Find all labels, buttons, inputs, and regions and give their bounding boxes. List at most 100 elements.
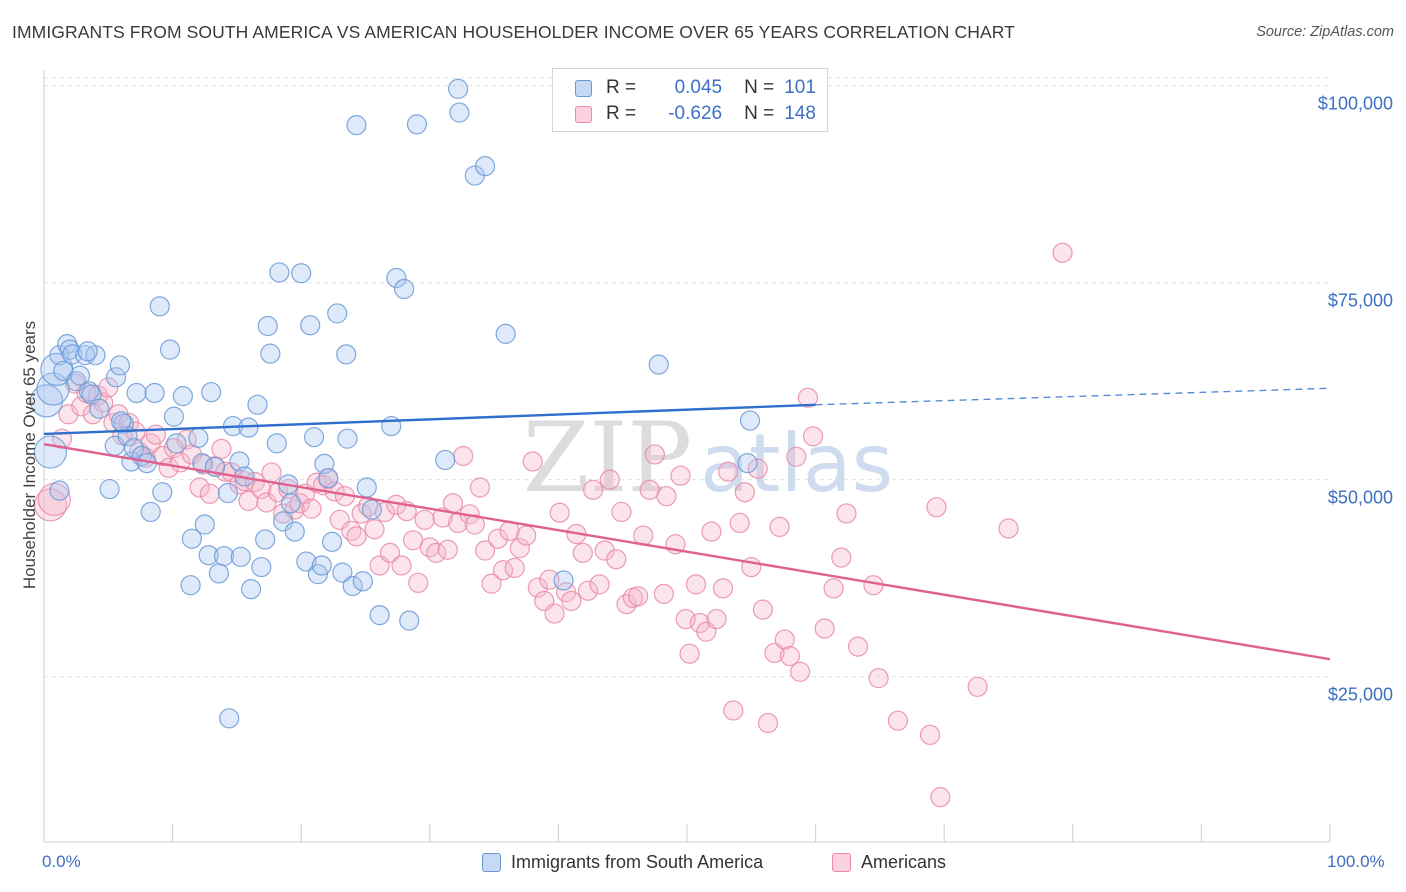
americans-point-128 [764,642,785,664]
americans-point-3 [58,404,79,425]
americans-point-77 [474,540,496,561]
immigrants-point-97 [77,341,98,362]
immigrants-point-86 [435,449,456,471]
americans-point-139 [836,503,857,524]
stats-r-label: R = [606,77,637,98]
immigrants-point-23 [123,438,145,459]
immigrants-point-10 [69,365,91,386]
immigrants-point-16 [99,478,120,500]
americans-point-121 [723,700,744,721]
immigrants-point-52 [251,556,272,578]
americans-point-109 [656,486,677,507]
americans-point-28 [199,483,220,504]
immigrants-point-39 [201,382,222,403]
stats-row-americans: R = -0.626 N = 148 [575,102,816,126]
x-tick-label-min: 0.0% [42,852,81,871]
americans-point-65 [408,572,429,593]
immigrants-point-33 [172,386,193,407]
americans-point-9 [93,392,114,413]
americans-point-148 [1052,242,1073,263]
immigrants-point-19 [109,355,130,376]
immigrants-point-34 [180,575,201,596]
americans-point-136 [814,618,835,639]
immigrants-point-35 [181,528,202,549]
immigrants-point-94 [737,452,758,474]
americans-point-130 [774,629,795,650]
immigrants-point-85 [406,114,428,135]
americans-point-125 [747,458,768,479]
americans-point-135 [802,426,824,447]
americans-point-118 [706,608,727,630]
americans-point-90 [549,502,570,523]
immigrants-point-53 [255,529,276,550]
immigrants-point-77 [352,571,374,592]
immigrants-point-0 [29,384,64,418]
trend-lines [43,387,1331,661]
immigrants-point-57 [269,262,290,283]
stats-r-value-americans: -0.626 [668,103,723,124]
americans-point-41 [273,503,294,524]
trend-line-immigrants [43,403,816,436]
immigrants-point-95 [739,410,761,431]
legend-item-americans[interactable]: Americans [832,852,946,873]
legend-item-immigrants[interactable]: Immigrants from South America [482,852,763,873]
stats-n-label: N = [744,103,775,124]
immigrants-point-74 [336,344,357,365]
immigrants-point-88 [449,102,470,123]
immigrants-point-60 [280,493,302,514]
immigrants-point-83 [393,278,415,300]
trend-line-americans [43,443,1331,661]
immigrants-point-28 [152,482,173,503]
americans-point-123 [734,482,755,503]
americans-point-114 [685,574,707,595]
americans-point-98 [594,540,615,561]
immigrants-point-36 [188,427,209,448]
stats-r-label: R = [606,103,637,124]
immigrants-point-65 [303,426,325,448]
y-tick-label-2: $75,000 [1327,290,1393,311]
axes [43,70,1331,843]
americans-point-122 [729,512,750,534]
immigrants-point-51 [247,394,268,415]
americans-point-126 [752,599,773,620]
americans-point-71 [442,493,464,514]
trend-line-immigrants-extension [815,387,1331,406]
stats-n-label: N = [744,77,775,98]
immigrants-point-30 [159,339,181,360]
watermark: ZIP atlas [523,402,894,514]
americans-point-57 [364,519,385,540]
americans-point-138 [831,547,852,568]
immigrants-point-1 [33,435,68,469]
immigrants-point-37 [192,452,213,474]
immigrants-point-15 [89,398,110,419]
immigrants-point-67 [311,555,332,576]
immigrants-point-41 [208,563,229,584]
americans-point-107 [644,444,665,465]
immigrants-point-73 [337,428,358,449]
stats-n-value-americans: 148 [784,103,816,124]
americans-point-131 [779,645,800,667]
americans-point-76 [469,477,491,498]
americans-point-70 [437,539,458,560]
americans-point-10 [98,377,119,398]
americans-point-104 [628,586,649,607]
immigrants-point-24 [126,382,147,404]
immigrants-point-93 [648,354,669,375]
americans-point-146 [930,786,951,808]
americans-point-59 [374,501,395,523]
americans-point-96 [583,479,604,500]
americans-point-73 [453,445,474,467]
americans-point-108 [653,583,674,604]
legend-label-immigrants: Immigrants from South America [511,852,764,872]
americans-point-140 [847,636,869,657]
immigrants-point-42 [213,545,235,567]
americans-point-95 [577,580,599,601]
y-axis-label: Householder Income Over 65 years [20,320,39,590]
americans-point-66 [414,509,435,530]
americans-point-19 [145,424,166,445]
americans-point-132 [786,446,807,467]
americans-point-145 [926,497,947,518]
immigrants-point-31 [163,406,184,427]
americans-point-84 [516,525,537,546]
